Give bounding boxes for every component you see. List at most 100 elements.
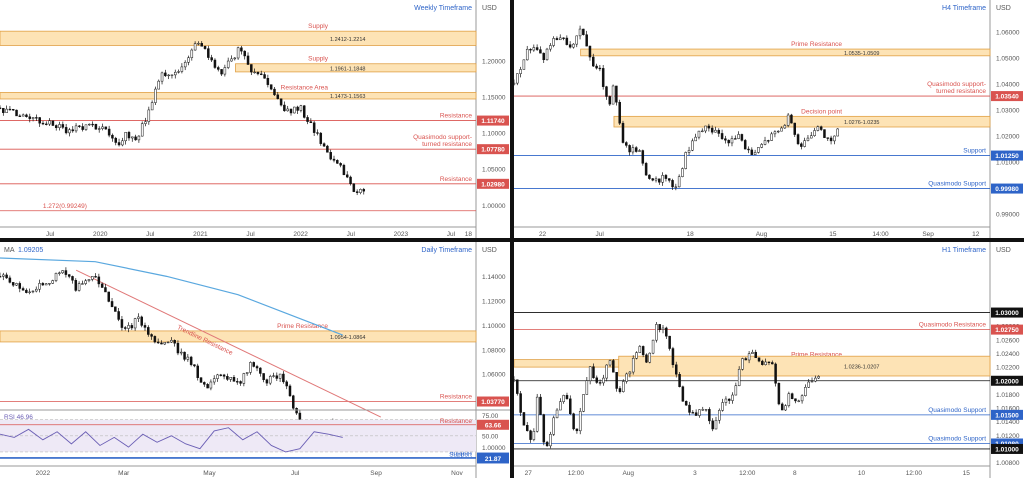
- candle-body: [233, 57, 237, 60]
- candle-body: [170, 340, 173, 343]
- candle-body: [641, 150, 645, 164]
- candle-body: [54, 125, 58, 128]
- level-label: turned resistance: [936, 88, 986, 95]
- candle-body: [114, 306, 117, 312]
- candle-body: [329, 152, 332, 160]
- candle-body: [100, 283, 104, 288]
- y-tick-label: 1.01400: [996, 419, 1020, 426]
- level-label: Quasimodo support-: [927, 81, 986, 88]
- level-label: Resistance: [440, 394, 473, 401]
- candle-body: [545, 441, 549, 447]
- candle-body: [615, 372, 618, 389]
- candle-body: [15, 283, 18, 286]
- candle-body: [651, 178, 654, 181]
- candle-body: [558, 37, 562, 41]
- candle-body: [117, 311, 120, 320]
- candle-body: [519, 69, 522, 74]
- candle-body: [819, 126, 823, 130]
- candle-body: [631, 358, 635, 373]
- candle-body: [655, 324, 658, 341]
- x-tick-label: Aug: [756, 231, 768, 238]
- candle-body: [701, 409, 704, 411]
- candle-body: [814, 377, 817, 382]
- y-tick-label: 1.02600: [996, 337, 1020, 344]
- candle-body: [140, 123, 144, 137]
- y-tick-label: 1.05000: [996, 56, 1020, 63]
- candle-body: [31, 117, 35, 119]
- candle-body: [236, 47, 240, 59]
- candle-body: [107, 128, 111, 136]
- y-tick-label: 1.10000: [482, 131, 506, 138]
- zone-range-label: 1.0276-1.0235: [844, 120, 879, 126]
- y-tick-label: 0.99000: [996, 212, 1020, 219]
- y-tick-label: 1.00800: [996, 460, 1020, 467]
- candle-body: [724, 398, 728, 403]
- candle-body: [5, 108, 8, 113]
- price-tag: [477, 396, 509, 407]
- candle-body: [322, 143, 326, 147]
- level-label: turned resistance: [422, 141, 472, 148]
- candle-body: [784, 405, 787, 411]
- candle-body: [203, 382, 206, 385]
- candle-body: [582, 394, 585, 412]
- candle-body: [127, 325, 130, 329]
- candle-body: [737, 134, 740, 139]
- candle-body: [608, 96, 612, 105]
- x-tick-label: 12:00: [739, 470, 756, 477]
- candle-body: [180, 66, 184, 72]
- candle-body: [74, 125, 78, 132]
- candle-body: [61, 270, 64, 274]
- candle-body: [97, 128, 101, 130]
- candle-body: [283, 104, 286, 112]
- candle-body: [635, 352, 638, 359]
- candle-body: [239, 381, 242, 384]
- candle-body: [197, 43, 200, 45]
- x-tick-label: May: [203, 470, 216, 477]
- candle-body: [28, 116, 32, 119]
- candle-body: [611, 85, 615, 105]
- candle-body: [259, 367, 262, 374]
- candle-body: [250, 64, 253, 73]
- candle-body: [64, 127, 68, 134]
- price-tag: [991, 409, 1023, 420]
- candle-body: [199, 377, 203, 383]
- candle-body: [64, 270, 68, 275]
- price-tag-label: 1.07780: [481, 147, 505, 154]
- candle-body: [654, 178, 658, 181]
- candle-body: [539, 396, 542, 415]
- candle-body: [265, 379, 269, 384]
- candle-body: [160, 342, 163, 345]
- candle-body: [77, 283, 81, 291]
- candle-body: [91, 123, 94, 126]
- candle-body: [734, 385, 738, 396]
- candle-body: [111, 134, 114, 139]
- candle-body: [628, 145, 631, 153]
- candle-body: [58, 272, 61, 274]
- x-tick-label: 8: [793, 470, 797, 477]
- price-tag-label: 1.03000: [995, 310, 1019, 317]
- candle-body: [816, 126, 820, 131]
- candle-body: [133, 318, 137, 329]
- candle-body: [754, 351, 757, 359]
- candle-body: [0, 276, 2, 278]
- candle-body: [130, 325, 134, 329]
- candle-body: [150, 102, 154, 111]
- candle-body: [176, 342, 180, 354]
- candle-body: [25, 114, 28, 117]
- candle-body: [249, 362, 252, 373]
- x-tick-label: 15: [829, 231, 837, 238]
- candle-body: [48, 283, 51, 285]
- candle-body: [97, 276, 101, 285]
- candle-body: [790, 393, 794, 399]
- candle-body: [592, 366, 595, 379]
- y-tick-label: 1.15000: [482, 95, 506, 102]
- rsi-value-tag: [477, 419, 509, 430]
- candle-body: [232, 376, 236, 382]
- price-tag: [991, 91, 1023, 102]
- candle-body: [11, 109, 15, 111]
- zone-range-label: 1.1473-1.1563: [330, 94, 365, 100]
- candle-body: [163, 342, 167, 345]
- candle-body: [734, 138, 737, 140]
- candle-body: [651, 339, 655, 354]
- candle-body: [219, 374, 223, 376]
